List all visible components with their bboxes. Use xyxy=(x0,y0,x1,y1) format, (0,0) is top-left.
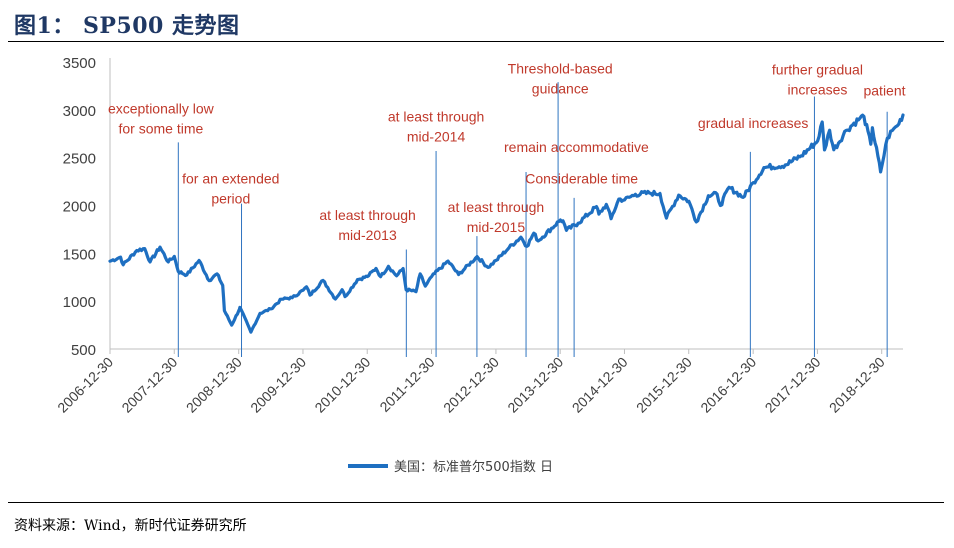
annotation-label-line: at least through xyxy=(319,207,416,223)
annotation-label-line: mid-2013 xyxy=(338,227,397,243)
annotation-label-line: Considerable time xyxy=(525,170,638,186)
annotation-label-line: at least through xyxy=(448,199,545,215)
annotation-label: remain accommodative xyxy=(504,139,649,155)
annotation-label: Threshold-based guidance xyxy=(508,60,613,96)
annotation-label-line: exceptionally low xyxy=(108,101,215,117)
y-tick-label: 3000 xyxy=(63,103,96,120)
annotation-label: at least through mid-2014 xyxy=(388,108,485,144)
annotation-label-line: Threshold-based xyxy=(508,60,613,76)
x-tick-label: 2011-12-30 xyxy=(376,354,437,415)
x-tick-label: 2006-12-30 xyxy=(54,354,116,416)
bottom-divider xyxy=(8,502,944,503)
x-tick-label: 2015-12-30 xyxy=(633,354,695,416)
annotation-label-line: period xyxy=(211,190,250,206)
annotation-labels: exceptionally low for some time for an ext… xyxy=(108,60,906,242)
annotation-label: further gradual increases xyxy=(772,61,863,97)
x-tick-label: 2009-12-30 xyxy=(247,354,309,416)
annotation-label: at least through mid-2013 xyxy=(319,207,416,243)
series-layer xyxy=(108,113,905,334)
legend: 美国：标准普尔500指数 日 xyxy=(348,460,553,475)
x-tick-label: 2007-12-30 xyxy=(118,354,180,416)
annotation-label-line: guidance xyxy=(532,80,589,96)
annotation-label: Considerable time xyxy=(525,170,638,186)
annotation-label-line: further gradual xyxy=(772,61,863,77)
x-tick-label: 2014-12-30 xyxy=(569,354,631,416)
annotation-label-line: remain accommodative xyxy=(504,139,649,155)
top-divider xyxy=(8,41,944,42)
series-line xyxy=(108,113,905,334)
annotation-label-line: mid-2015 xyxy=(467,219,526,235)
annotation-label-line: gradual increases xyxy=(698,115,809,131)
y-tick-label: 2500 xyxy=(63,151,96,168)
annotation-label-line: for some time xyxy=(118,121,203,137)
x-tick-label: 2008-12-30 xyxy=(183,354,245,416)
annotation-label: exceptionally low for some time xyxy=(108,101,215,137)
annotation-label-line: increases xyxy=(787,81,847,97)
annotation-label: gradual increases xyxy=(698,115,809,131)
figure-title: 图1： SP500 走势图 xyxy=(14,13,240,39)
y-tick-label: 1500 xyxy=(63,246,96,263)
annotation-label: patient xyxy=(863,82,905,98)
annotation-label-line: at least through xyxy=(388,108,485,124)
x-tick-label: 2010-12-30 xyxy=(311,354,373,416)
x-tick-label: 2012-12-30 xyxy=(440,354,502,416)
annotation-label-line: patient xyxy=(863,82,905,98)
y-tick-label: 2000 xyxy=(63,199,96,216)
y-tick-label: 3500 xyxy=(63,55,96,72)
source-note: 资料来源：Wind，新时代证券研究所 xyxy=(14,518,247,534)
legend-label: 美国：标准普尔500指数 日 xyxy=(394,460,553,475)
annotation-label-line: mid-2014 xyxy=(407,128,466,144)
y-tick-label: 500 xyxy=(71,342,96,359)
x-tick-label: 2017-12-30 xyxy=(762,354,824,416)
x-tick-label: 2018-12-30 xyxy=(826,354,888,416)
x-tick-label: 2013-12-30 xyxy=(504,354,566,416)
annotation-label-line: for an extended xyxy=(182,170,279,186)
y-tick-label: 1000 xyxy=(63,294,96,311)
x-tick-label: 2016-12-30 xyxy=(697,354,759,416)
annotation-label: for an extended period xyxy=(182,170,279,206)
annotation-label: at least through mid-2015 xyxy=(448,199,545,235)
